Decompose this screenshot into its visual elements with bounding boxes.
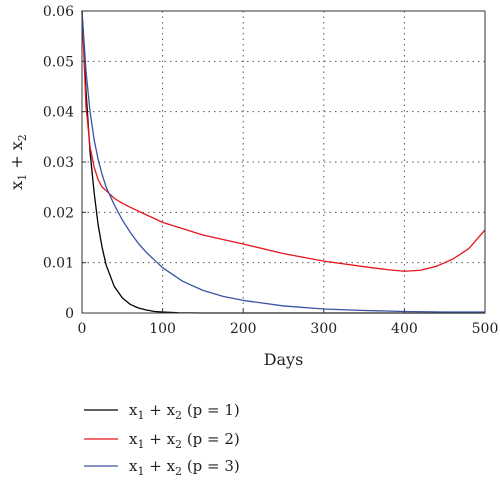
y-tick-label: 0 xyxy=(65,306,74,322)
y-tick-label: 0.03 xyxy=(43,155,74,171)
y-tick-label: 0.02 xyxy=(43,205,74,221)
grid-lines xyxy=(82,11,485,313)
x-tick-label: 200 xyxy=(230,321,257,337)
legend-label-p2: x1 + x2 (p = 2) xyxy=(129,430,240,451)
x-tick-label: 400 xyxy=(391,321,418,337)
y-axis-label-plus: + x xyxy=(7,141,26,174)
series-line-p2 xyxy=(81,10,486,272)
legend-label-p1: x1 + x2 (p = 1) xyxy=(129,401,240,422)
y-tick-label: 0.05 xyxy=(43,54,74,70)
legend-label-p3: x1 + x2 (p = 3) xyxy=(129,457,240,478)
x-axis-label: Days xyxy=(264,350,304,369)
y-tick-label: 0.06 xyxy=(43,4,74,20)
series-line-p3 xyxy=(81,10,485,313)
y-axis-label-sub2: 2 xyxy=(16,134,29,141)
axis-ticks: 0 100 200 300 400 500 0 0.01 0.02 0.03 0.04 0.05 0.0… xyxy=(43,4,499,337)
y-axis-label-sub1: 1 xyxy=(16,174,29,181)
x-tick-label: 300 xyxy=(310,321,337,337)
y-axis-label: x1 + x2 xyxy=(7,134,29,190)
y-tick-label: 0.04 xyxy=(43,105,74,121)
x-tick-label: 500 xyxy=(472,321,499,337)
y-tick-label: 0.01 xyxy=(43,256,74,272)
x-tick-label: 0 xyxy=(78,321,87,337)
legend: x1 + x2 (p = 1) x1 + x2 (p = 2) x1 + x2 (p… xyxy=(84,401,240,478)
y-axis-label-x1: x xyxy=(7,181,26,190)
x-tick-label: 100 xyxy=(149,321,176,337)
series-line-p1 xyxy=(81,10,485,314)
plot-frame xyxy=(81,10,486,314)
series-lines xyxy=(81,10,486,314)
